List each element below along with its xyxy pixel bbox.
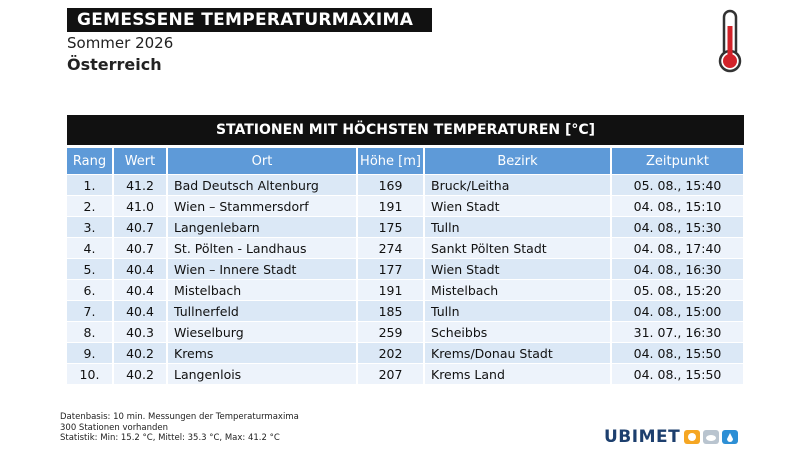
table-row: 3. 40.7 Langenlebarn 175 Tulln 04. 08., 15:30 — [67, 216, 746, 238]
table-cell: 9. — [67, 342, 114, 364]
footer-line: Datenbasis: 10 min. Messungen der Temper… — [60, 412, 299, 422]
table-cell: 40.7 — [113, 216, 168, 238]
table-cell: Mistelbach — [424, 279, 612, 301]
table-cell: 10. — [67, 363, 114, 384]
title: GEMESSENE TEMPERATURMAXIMA — [67, 8, 432, 32]
table-row: 6. 40.4 Mistelbach 191 Mistelbach 05. 08., 15… — [67, 279, 746, 301]
table-cell: Langenlebarn — [167, 216, 358, 238]
table-cell: Krems/Donau Stadt — [424, 342, 612, 364]
table-row: 10. 40.2 Langenlois 207 Krems Land 04. 08., 1… — [67, 363, 746, 384]
table-cell: 40.2 — [113, 363, 168, 384]
table-cell: Scheibbs — [424, 321, 612, 343]
table-cell: 5. — [67, 258, 114, 280]
logo-icons — [684, 430, 738, 444]
region: Österreich — [67, 55, 162, 74]
table-cell: 274 — [357, 237, 425, 259]
column-header: Ort — [167, 146, 358, 175]
table-cell: 202 — [357, 342, 425, 364]
table-cell: 177 — [357, 258, 425, 280]
table-cell: 40.4 — [113, 258, 168, 280]
column-header: Bezirk — [424, 146, 612, 175]
table-cell: 40.2 — [113, 342, 168, 364]
table-cell: Wien – Innere Stadt — [167, 258, 358, 280]
table-cell: 259 — [357, 321, 425, 343]
table-cell: 1. — [67, 174, 114, 196]
table-cell: Sankt Pölten Stadt — [424, 237, 612, 259]
table-cell: 05. 08., 15:20 — [611, 279, 746, 301]
footer-line: Statistik: Min: 15.2 °C, Mittel: 35.3 °C… — [60, 433, 280, 443]
table-row: 7. 40.4 Tullnerfeld 185 Tulln 04. 08., 15:00 — [67, 300, 746, 322]
table-cell: Krems Land — [424, 363, 612, 384]
column-header: Rang — [67, 146, 114, 175]
table-cell: 41.0 — [113, 195, 168, 217]
table-cell: 04. 08., 15:50 — [611, 342, 746, 364]
table-cell: 40.4 — [113, 300, 168, 322]
table-cell: 04. 08., 15:00 — [611, 300, 746, 322]
footer: Datenbasis: 10 min. Messungen der Temper… — [60, 412, 299, 444]
table-cell: 40.3 — [113, 321, 168, 343]
table-cell: 04. 08., 17:40 — [611, 237, 746, 259]
table-cell: Langenlois — [167, 363, 358, 384]
table-cell: Tulln — [424, 300, 612, 322]
table-cell: Bad Deutsch Altenburg — [167, 174, 358, 196]
table-cell: Bruck/Leitha — [424, 174, 612, 196]
table-cell: 185 — [357, 300, 425, 322]
table-cell: 3. — [67, 216, 114, 238]
table-cell: Wien Stadt — [424, 195, 612, 217]
table-cell: 40.7 — [113, 237, 168, 259]
table-cell: Tullnerfeld — [167, 300, 358, 322]
table-row: 4. 40.7 St. Pölten - Landhaus 274 Sankt Pölt… — [67, 237, 746, 259]
logo: UBIMET — [604, 427, 681, 447]
column-header: Zeitpunkt — [611, 146, 746, 175]
table-cell: 31. 07., 16:30 — [611, 321, 746, 343]
table-cell: 2. — [67, 195, 114, 217]
table-cell: 40.4 — [113, 279, 168, 301]
table-cell: 175 — [357, 216, 425, 238]
table-row: 5. 40.4 Wien – Innere Stadt 177 Wien Stadt 04… — [67, 258, 746, 280]
table-cell: 41.2 — [113, 174, 168, 196]
table-row: 2. 41.0 Wien – Stammersdorf 191 Wien Stadt 04… — [67, 195, 746, 217]
table-cell: 04. 08., 15:30 — [611, 216, 746, 238]
header-row: Rang Wert Ort Höhe [m] Bezirk Zeitpunkt — [67, 146, 746, 175]
subtitle: Sommer 2026 — [67, 34, 174, 52]
table-cell: 169 — [357, 174, 425, 196]
table-cell: 191 — [357, 195, 425, 217]
column-header: Höhe [m] — [357, 146, 425, 175]
table-title: STATIONEN MIT HÖCHSTEN TEMPERATUREN [°C] — [67, 115, 745, 148]
table-cell: 04. 08., 15:50 — [611, 363, 746, 384]
column-header: Wert — [113, 146, 168, 175]
table-cell: 4. — [67, 237, 114, 259]
table-cell: 6. — [67, 279, 114, 301]
table-cell: 05. 08., 15:40 — [611, 174, 746, 196]
table-cell: Tulln — [424, 216, 612, 238]
table-cell: 04. 08., 16:30 — [611, 258, 746, 280]
table-cell: Krems — [167, 342, 358, 364]
table-cell: Wien – Stammersdorf — [167, 195, 358, 217]
table-row: 8. 40.3 Wieselburg 259 Scheibbs 31. 07., 16:3… — [67, 321, 746, 343]
station-table: STATIONEN MIT HÖCHSTEN TEMPERATUREN [°C]… — [67, 115, 746, 384]
table-cell: 207 — [357, 363, 425, 384]
table-cell: 04. 08., 15:10 — [611, 195, 746, 217]
table-cell: 191 — [357, 279, 425, 301]
table-cell: 8. — [67, 321, 114, 343]
table-row: 9. 40.2 Krems 202 Krems/Donau Stadt 04. 08., … — [67, 342, 746, 364]
table-cell: Mistelbach — [167, 279, 358, 301]
table-cell: 7. — [67, 300, 114, 322]
table-cell: Wieselburg — [167, 321, 358, 343]
thermometer-icon — [718, 9, 742, 73]
table-row: 1. 41.2 Bad Deutsch Altenburg 169 Bruck/Leit… — [67, 174, 746, 196]
table-cell: St. Pölten - Landhaus — [167, 237, 358, 259]
footer-line: 300 Stationen vorhanden — [60, 422, 169, 433]
table-cell: Wien Stadt — [424, 258, 612, 280]
